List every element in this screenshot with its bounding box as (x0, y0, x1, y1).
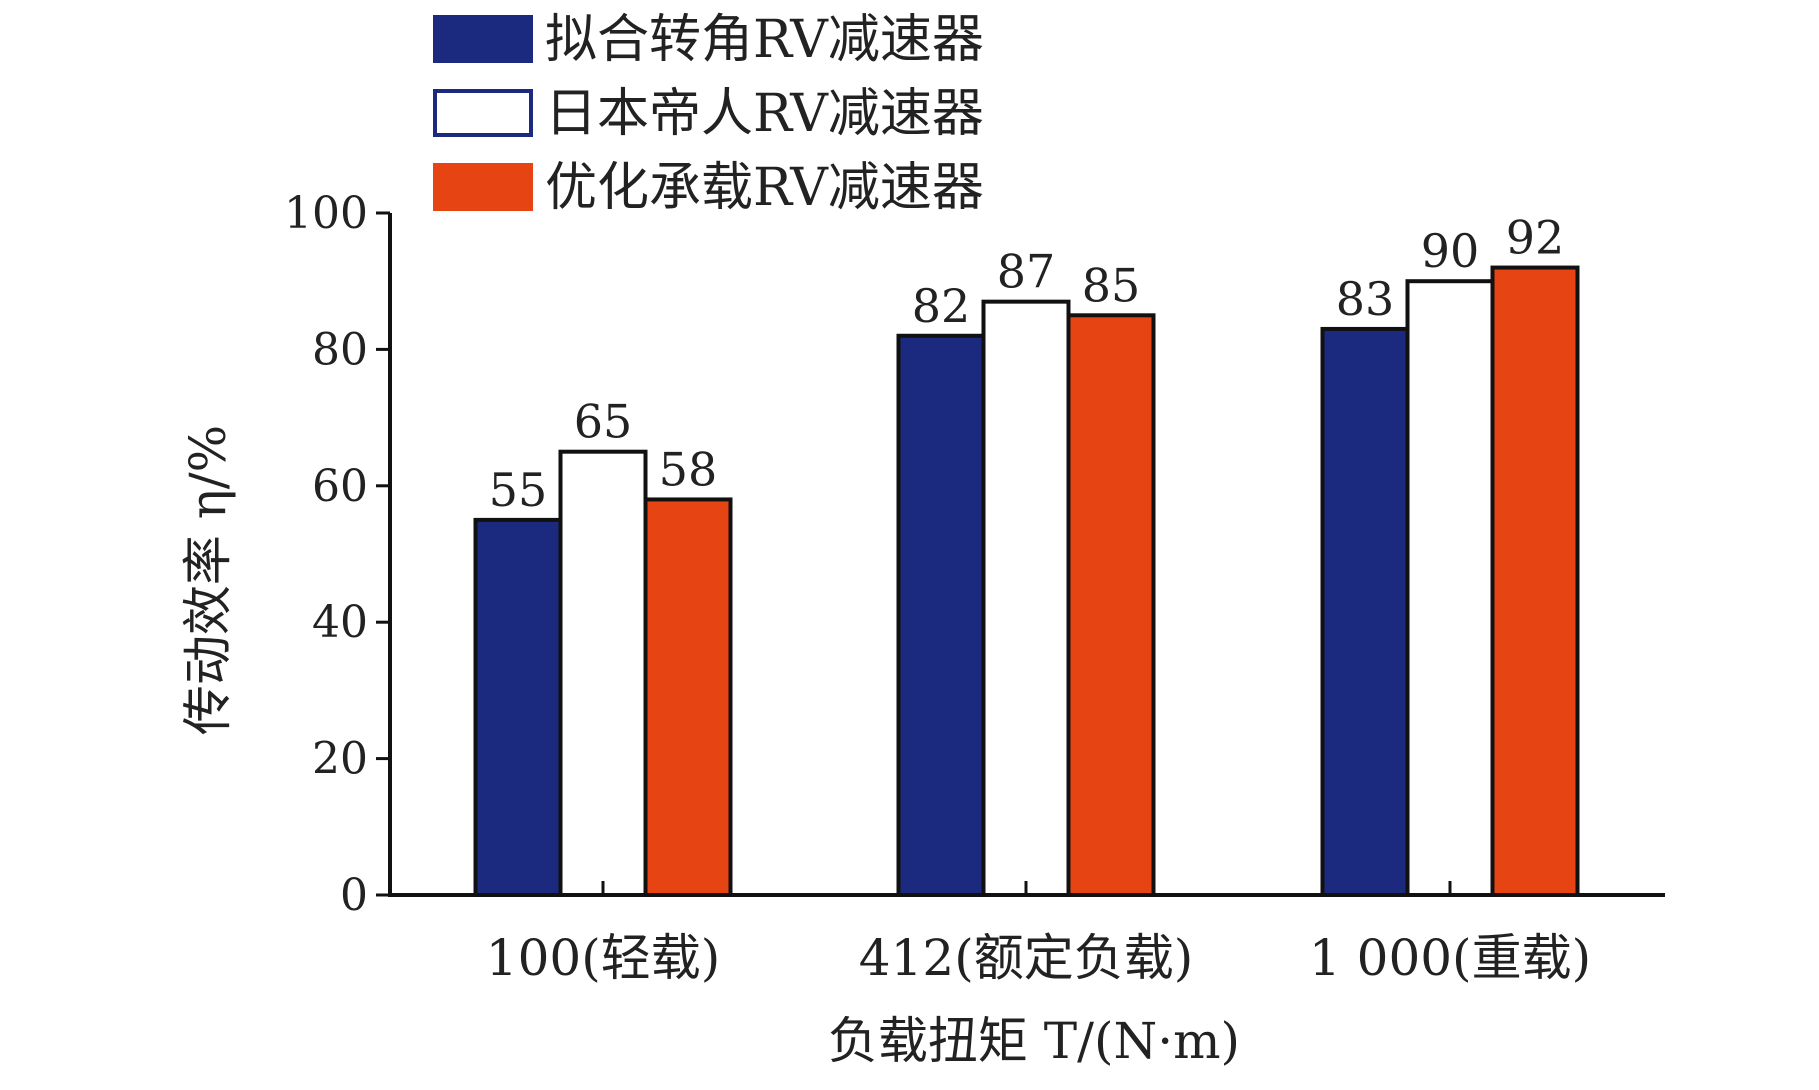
value-label-series-3-cat-1: 58 (659, 442, 718, 496)
y-axis-ticks: 0 20 40 60 80 100 (284, 188, 390, 921)
y-tick-label: 0 (340, 870, 368, 921)
value-label-series-1-cat-2: 82 (912, 279, 971, 333)
legend-swatch-1 (433, 15, 533, 63)
legend-label-1: 拟合转角RV减速器 (545, 10, 984, 70)
legend-swatch-3 (433, 163, 533, 211)
value-label-series-3-cat-3: 92 (1506, 211, 1565, 265)
x-tick-label: 1 000(重载) (1309, 929, 1591, 987)
bars (473, 265, 1580, 898)
legend-swatch-2 (433, 89, 533, 137)
value-labels: 55 65 58 82 87 85 83 90 92 (489, 211, 1565, 517)
value-label-series-2-cat-2: 87 (997, 245, 1056, 299)
bar-series-2-cat-2 (981, 299, 1071, 898)
value-label-series-1-cat-3: 83 (1336, 272, 1395, 326)
bar-series-3-cat-2 (1066, 313, 1156, 897)
x-axis-title: 负载扭矩 T/(N·m) (828, 1012, 1240, 1070)
x-tick-label: 100(轻载) (486, 929, 720, 987)
y-tick-label: 40 (312, 597, 368, 648)
bar-series-1-cat-3 (1320, 326, 1410, 897)
value-label-series-2-cat-1: 65 (574, 395, 633, 449)
value-label-series-2-cat-3: 90 (1421, 224, 1480, 278)
y-tick-label: 20 (312, 734, 368, 785)
x-axis-ticks: 100(轻载) 412(额定负载) 1 000(重载) (486, 881, 1591, 987)
bar-series-3-cat-1 (643, 497, 733, 897)
value-label-series-1-cat-1: 55 (489, 463, 548, 517)
legend-label-2: 日本帝人RV减速器 (545, 84, 984, 144)
legend-label-3: 优化承载RV减速器 (545, 158, 984, 218)
bar-series-2-cat-3 (1405, 279, 1495, 897)
bar-series-1-cat-1 (473, 517, 563, 898)
x-tick-label: 412(额定负载) (859, 929, 1193, 987)
value-label-series-3-cat-2: 85 (1082, 258, 1141, 312)
bar-series-3-cat-3 (1490, 265, 1580, 897)
y-tick-label: 80 (312, 324, 368, 375)
bar-series-1-cat-2 (896, 333, 986, 897)
y-axis-title: 传动效率 η/% (179, 425, 237, 735)
y-tick-label: 100 (284, 188, 368, 239)
bar-series-2-cat-1 (558, 449, 648, 897)
y-tick-label: 60 (312, 461, 368, 512)
